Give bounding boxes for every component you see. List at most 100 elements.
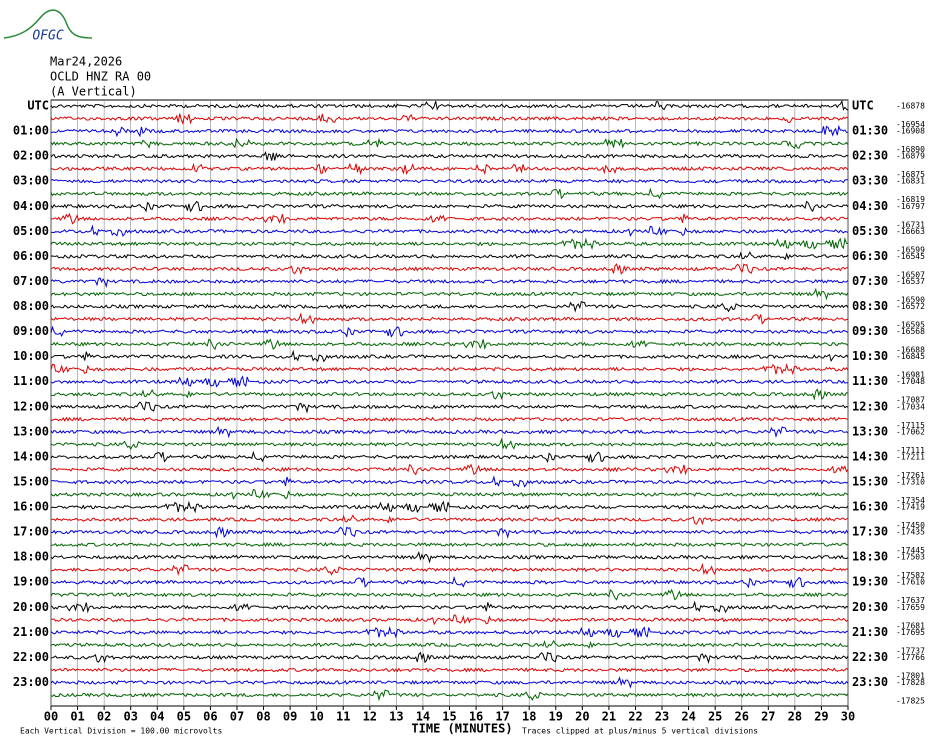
x-tick-label: 00 (44, 710, 58, 724)
right-time-label: 07:30 (852, 274, 888, 288)
trace (50, 325, 849, 338)
trace (50, 588, 848, 601)
trace-offset: -16599 (896, 245, 925, 254)
trace (50, 301, 849, 313)
trace-offset: -16908 (896, 127, 925, 136)
left-time-label: 06:00 (13, 249, 49, 263)
trace (50, 224, 849, 238)
right-time-label: 17:30 (852, 525, 888, 539)
x-tick-label: 30 (841, 710, 855, 724)
right-time-label: 23:30 (852, 675, 888, 689)
trace-offset: -16878 (896, 102, 925, 111)
trace-offset: -16831 (896, 177, 925, 186)
right-time-label: UTC (852, 99, 874, 113)
trace (50, 401, 849, 414)
left-time-label: 09:00 (13, 324, 49, 338)
trace-offset: -17310 (896, 477, 925, 486)
trace-offset: -17737 (896, 646, 925, 655)
trace (50, 450, 849, 464)
trace (50, 667, 849, 673)
trace-offset: -17354 (896, 496, 925, 505)
trace (50, 137, 849, 149)
trace-offset: -16572 (896, 302, 925, 311)
trace-offset: -17801 (896, 671, 925, 680)
trace (50, 514, 849, 526)
trace-offset: -16537 (896, 277, 925, 286)
trace (50, 437, 849, 451)
trace (50, 162, 849, 176)
trace (50, 388, 849, 401)
trace-offset: -16797 (896, 202, 925, 211)
trace-offset: -17419 (896, 503, 925, 512)
right-time-label: 15:30 (852, 474, 888, 488)
trace (50, 676, 849, 689)
trace (50, 263, 849, 275)
trace-offset: -17582 (896, 571, 925, 580)
left-time-label: 18:00 (13, 550, 49, 564)
x-tick-label: 05 (177, 710, 191, 724)
left-time-label: 02:00 (13, 149, 49, 163)
trace (50, 626, 849, 639)
left-time-label: 07:00 (13, 274, 49, 288)
right-time-label: 10:30 (852, 349, 888, 363)
trace-offset: -17659 (896, 603, 925, 612)
trace (50, 425, 849, 439)
trace-offset: -17828 (896, 678, 925, 687)
trace-offset: -17111 (896, 446, 925, 455)
left-time-label: 03:00 (13, 174, 49, 188)
trace (50, 113, 849, 125)
trace-offset: -17450 (896, 521, 925, 530)
left-time-label: 21:00 (13, 625, 49, 639)
left-time-label: 14:00 (13, 449, 49, 463)
trace-offset: -17610 (896, 578, 925, 587)
x-tick-label: 25 (708, 710, 722, 724)
x-tick-label: 18 (522, 710, 536, 724)
x-tick-label: 27 (761, 710, 775, 724)
trace-offset: -16507 (896, 270, 925, 279)
left-time-label: UTC (27, 99, 49, 113)
right-time-label: 05:30 (852, 224, 888, 238)
trace (50, 338, 849, 351)
trace (50, 212, 849, 225)
x-tick-label: 01 (70, 710, 84, 724)
x-tick-label: 19 (549, 710, 563, 724)
right-time-label: 14:30 (852, 449, 888, 463)
x-tick-label: 06 (203, 710, 217, 724)
trace-offset: -16731 (896, 220, 925, 229)
x-tick-label: 02 (97, 710, 111, 724)
right-time-label: 12:30 (852, 399, 888, 413)
trace-offset: -17637 (896, 596, 925, 605)
trace (50, 500, 849, 514)
right-time-label: 22:30 (852, 650, 888, 664)
trace-offset: -17062 (896, 427, 925, 436)
component: (A Vertical) (50, 85, 137, 99)
right-time-label: 02:30 (852, 149, 888, 163)
x-tick-label: 13 (389, 710, 403, 724)
left-time-label: 05:00 (13, 224, 49, 238)
trace (50, 463, 849, 476)
left-time-label: 22:00 (13, 650, 49, 664)
trace-offset: -16663 (896, 227, 925, 236)
trace-offset: -16845 (896, 352, 925, 361)
trace (50, 362, 849, 376)
left-time-label: 20:00 (13, 600, 49, 614)
trace-offset: -17435 (896, 528, 925, 537)
left-time-label: 23:00 (13, 675, 49, 689)
trace-offset: -17034 (896, 402, 925, 411)
trace (50, 99, 849, 111)
left-time-label: 11:00 (13, 374, 49, 388)
trace-offset: -16875 (896, 170, 925, 179)
trace (50, 526, 849, 539)
trace-offset: -16879 (896, 152, 925, 161)
x-tick-label: 04 (150, 710, 164, 724)
x-tick-label: 17 (495, 710, 509, 724)
left-time-label: 12:00 (13, 399, 49, 413)
x-tick-label: 12 (363, 710, 377, 724)
trace-offset: -17766 (896, 653, 925, 662)
date: Mar24,2026 (50, 55, 122, 69)
right-time-label: 03:30 (852, 174, 888, 188)
logo-curve (3, 9, 93, 39)
x-tick-label: 08 (256, 710, 270, 724)
trace-offset: -17825 (896, 697, 925, 706)
